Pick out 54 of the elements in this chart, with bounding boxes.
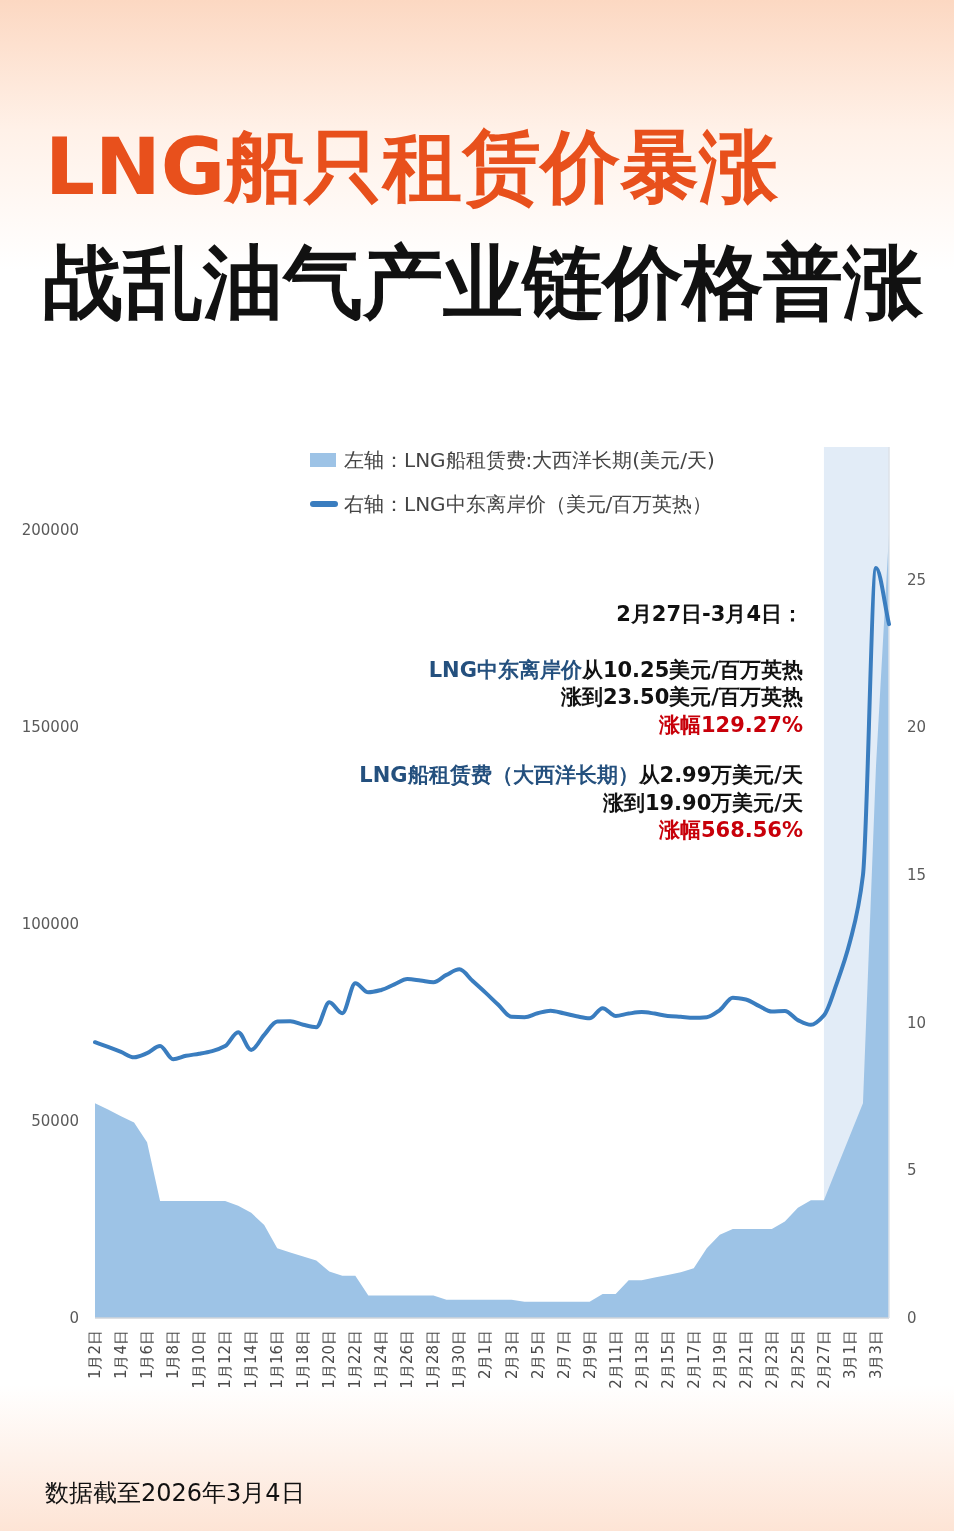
x-tick-label: 1月22日 [346, 1330, 365, 1389]
x-tick-label: 2月15日 [658, 1330, 677, 1389]
y2-tick-label: 20 [907, 718, 927, 737]
x-tick-label: 2月21日 [736, 1330, 755, 1389]
x-tick-label: 2月23日 [762, 1330, 781, 1389]
text: 数据截至2026年3月4日 [45, 1479, 305, 1507]
x-tick-label: 1月18日 [294, 1330, 313, 1389]
x-tick-label: 1月10日 [190, 1330, 209, 1389]
y-tick-label: 50000 [31, 1111, 79, 1130]
x-tick-label: 2月11日 [606, 1330, 625, 1389]
x-tick-label: 2月19日 [710, 1330, 729, 1389]
x-tick-label: 1月4日 [112, 1330, 131, 1380]
x-tick-label: 1月12日 [216, 1330, 235, 1389]
annotation: 涨幅129.27% [657, 713, 803, 737]
x-tick-label: 1月16日 [268, 1330, 287, 1389]
x-tick-label: 1月8日 [164, 1330, 183, 1380]
y-tick-label: 100000 [21, 914, 79, 933]
y2-tick-label: 15 [907, 866, 927, 885]
x-tick-label: 2月13日 [632, 1330, 651, 1389]
legend-item: 左轴：LNG船租赁费:大西洋长期(美元/天) [344, 448, 715, 472]
x-tick-label: 1月14日 [242, 1330, 261, 1389]
x-tick-label: 2月9日 [580, 1330, 599, 1380]
legend-item: 右轴：LNG中东离岸价（美元/百万英热） [344, 492, 713, 516]
y2-tick-label: 0 [907, 1309, 917, 1327]
annotation: 从2.99万美元/天 [637, 763, 803, 787]
x-tick-label: 2月5日 [528, 1330, 547, 1380]
annotation: LNG船租赁费（大西洋长期） [359, 763, 639, 787]
x-tick-label: 1月24日 [372, 1330, 391, 1389]
x-tick-label: 1月26日 [398, 1330, 417, 1389]
x-tick-label: 2月7日 [554, 1330, 573, 1380]
x-tick-label: 1月28日 [424, 1330, 443, 1389]
x-tick-label: 3月3日 [866, 1330, 885, 1380]
x-tick-label: 1月30日 [450, 1330, 469, 1389]
x-tick-label: 1月20日 [320, 1330, 339, 1389]
chart-title: LNG船只租赁价暴涨 [45, 121, 780, 213]
x-tick-label: 3月1日 [840, 1330, 859, 1380]
y2-tick-label: 5 [907, 1161, 917, 1180]
y-tick-label: 0 [69, 1309, 79, 1327]
x-tick-label: 2月25日 [788, 1330, 807, 1389]
y-tick-label: 200000 [21, 520, 79, 539]
y-tick-label: 150000 [21, 717, 79, 736]
y2-tick-label: 10 [907, 1013, 927, 1032]
x-tick-label: 1月2日 [86, 1330, 104, 1380]
annotation: 2月27日-3月4日： [616, 602, 803, 626]
annotation: 涨到23.50美元/百万英热 [559, 685, 803, 709]
annotation: 涨到19.90万美元/天 [601, 791, 803, 815]
x-tick-label: 1月6日 [138, 1330, 157, 1380]
x-tick-label: 2月17日 [684, 1330, 703, 1389]
chart-subtitle: 战乱油气产业链价格普涨 [43, 236, 924, 329]
annotation: 涨幅568.56% [657, 818, 803, 842]
x-tick-label: 2月1日 [476, 1330, 495, 1380]
x-tick-label: 2月3日 [502, 1330, 521, 1380]
y2-tick-label: 25 [907, 570, 927, 589]
x-tick-label: 2月27日 [814, 1330, 833, 1389]
